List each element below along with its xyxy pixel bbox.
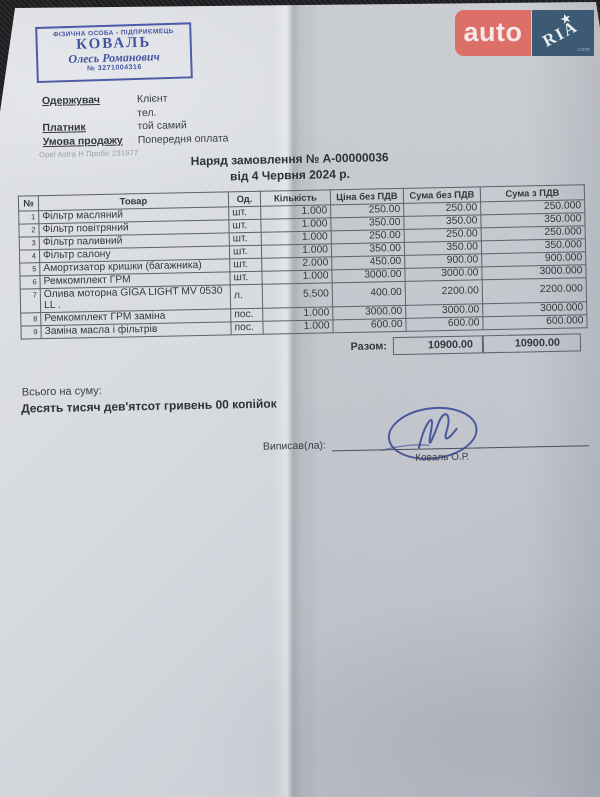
table-cell: 4 [19, 249, 40, 263]
totals-row: Разом: 10900.00 10900.00 [21, 333, 587, 362]
table-cell: 2200.000 [482, 277, 587, 304]
table-cell: 1.000 [262, 319, 334, 334]
table-cell: 3000.00 [405, 303, 483, 318]
table-cell: 3000.00 [404, 266, 483, 281]
table-cell: шт. [229, 244, 262, 259]
table-cell: 250.00 [330, 202, 404, 218]
auto-logo-part: auto [455, 10, 531, 56]
amount-in-words-label: Всього на суму: [21, 384, 102, 399]
table-cell: шт. [228, 218, 262, 233]
table-cell: 7 [20, 288, 41, 313]
table-cell: 1.000 [260, 217, 332, 232]
table-cell: 9 [20, 325, 42, 339]
table-cell: шт. [228, 205, 261, 220]
table-cell: 450.00 [331, 254, 405, 270]
table-cell: 2200.00 [405, 279, 483, 305]
field-value: Попередня оплата [137, 132, 229, 146]
table-cell: 250.00 [404, 227, 482, 242]
table-cell: 1.000 [261, 230, 332, 245]
table-cell: 400.00 [332, 280, 406, 307]
table-cell: 1 [18, 210, 39, 224]
table-cell: 1.000 [261, 269, 333, 284]
table-cell: шт. [229, 270, 263, 285]
table-cell: 5 [19, 262, 40, 276]
amount-in-words: Десять тисяч дев'ятсот гривень 00 копійо… [20, 396, 277, 416]
table-cell: шт. [229, 257, 262, 272]
field-label [42, 116, 137, 118]
totals-label: Разом: [350, 340, 388, 353]
table-cell: 3000.00 [331, 267, 406, 283]
column-header: Сума без ПДВ [403, 186, 481, 203]
total-sum-no-vat: 10900.00 [392, 335, 484, 356]
table-cell: л. [230, 283, 263, 309]
table-cell: 1.000 [262, 306, 333, 321]
column-header: Од. [228, 191, 261, 207]
table-cell: 600.00 [332, 317, 407, 333]
table-cell: 8 [20, 312, 41, 326]
table-cell: 3 [19, 236, 40, 250]
table-cell: пос. [230, 307, 263, 322]
table-cell: Заміна масла і фільтрів [40, 321, 232, 339]
issued-by-label: Виписав(ла): [262, 439, 327, 453]
table-cell: 250.00 [403, 201, 481, 216]
table-cell: пос. [230, 320, 264, 335]
issued-by-name: Коваль О.Р. [415, 451, 470, 464]
autoria-watermark: auto ★ RIA .com [455, 10, 594, 56]
table-cell: шт. [229, 231, 262, 246]
order-table: № Товар Од. Кількість Ціна без ПДВ Сума без П… [18, 184, 588, 339]
table-cell: 350.00 [330, 215, 405, 231]
column-header: Ціна без ПДВ [330, 188, 404, 205]
column-header: Кількість [260, 189, 331, 206]
total-sum-with-vat: 10900.00 [482, 333, 582, 354]
fop-stamp: ФІЗИЧНА ОСОБА - ПІДПРИЄМЕЦЬ КОВАЛЬ Олесь… [35, 22, 193, 84]
table-cell: 250.00 [331, 228, 405, 244]
ria-logo-part: ★ RIA .com [532, 10, 594, 56]
signature-scribble [380, 406, 478, 460]
table-cell: 6 [19, 275, 41, 289]
field-value: той самий [137, 119, 187, 133]
table-cell: 350.00 [331, 241, 405, 257]
table-cell: 1.000 [261, 243, 332, 258]
order-table-body: 1 Фільтр масляний шт. 1.000 250.00 250.00 250.… [18, 199, 588, 339]
table-cell: 350.00 [403, 214, 482, 229]
table-cell: 5.500 [262, 282, 333, 308]
column-header: № [18, 195, 39, 211]
field-label: Одержувач [41, 93, 101, 108]
table-cell: 2.000 [261, 256, 332, 271]
recipient-block: Одержувач Клієнт тел. Платник той самий Ум… [42, 91, 229, 149]
ria-domain-text: .com [576, 47, 590, 53]
table-cell: 3000.00 [332, 304, 406, 320]
table-cell: 350.00 [404, 240, 482, 255]
table-cell: 600.00 [405, 316, 484, 331]
field-value: тел. [137, 106, 157, 119]
field-value: Клієнт [136, 92, 168, 106]
field-row: Умова продажу Попередня оплата [43, 132, 229, 149]
table-cell: 600.000 [482, 314, 588, 330]
field-label: Умова продажу [42, 134, 123, 148]
table-cell: 900.00 [404, 253, 482, 268]
table-cell: 1.000 [260, 204, 331, 219]
table-cell: 2 [18, 223, 40, 237]
